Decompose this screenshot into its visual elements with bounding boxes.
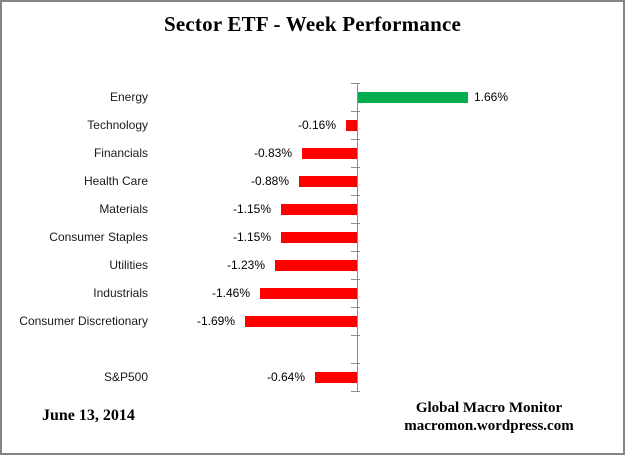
category-axis-line [357,83,358,391]
axis-tick [351,279,360,280]
category-label: Utilities [109,258,148,272]
axis-tick [351,223,360,224]
axis-tick [351,83,360,84]
value-label: -0.16% [297,118,336,132]
value-label: -1.69% [196,314,235,328]
axis-tick [351,335,360,336]
category-label: Industrials [93,286,148,300]
axis-tick [351,363,360,364]
axis-tick [351,111,360,112]
value-label: -1.15% [232,202,271,216]
axis-tick [351,139,360,140]
axis-tick [351,195,360,196]
category-label: Technology [87,118,148,132]
branding-title: Global Macro Monitor [415,400,563,416]
chart-title: Sector ETF - Week Performance [164,12,461,36]
value-label: -0.88% [250,174,289,188]
bar [346,120,357,131]
axis-tick [351,167,360,168]
bar [245,316,357,327]
value-label: -0.64% [266,370,305,384]
value-label: -0.83% [253,146,292,160]
category-label: Health Care [83,174,148,188]
axis-tick [351,251,360,252]
category-label: Energy [109,90,148,104]
category-label: Materials [99,202,148,216]
bar [275,260,357,271]
value-label: -1.15% [232,230,271,244]
category-label: Financials [93,146,148,160]
value-label: -1.23% [226,258,265,272]
bar [260,288,357,299]
value-label: 1.66% [474,90,509,104]
category-label: S&P500 [103,370,148,384]
value-label: -1.46% [211,286,250,300]
bar [315,372,357,383]
bar [281,204,357,215]
bar [358,92,468,103]
category-label: Consumer Staples [49,230,148,244]
bar [302,148,357,159]
bar [299,176,357,187]
branding-block: Global Macro Monitor macromon.wordpress.… [364,399,614,435]
axis-tick [351,391,360,392]
axis-tick [351,307,360,308]
date-label: June 13, 2014 [42,407,135,424]
category-label: Consumer Discretionary [19,314,148,328]
branding-url: macromon.wordpress.com [404,418,574,434]
bar [281,232,357,243]
